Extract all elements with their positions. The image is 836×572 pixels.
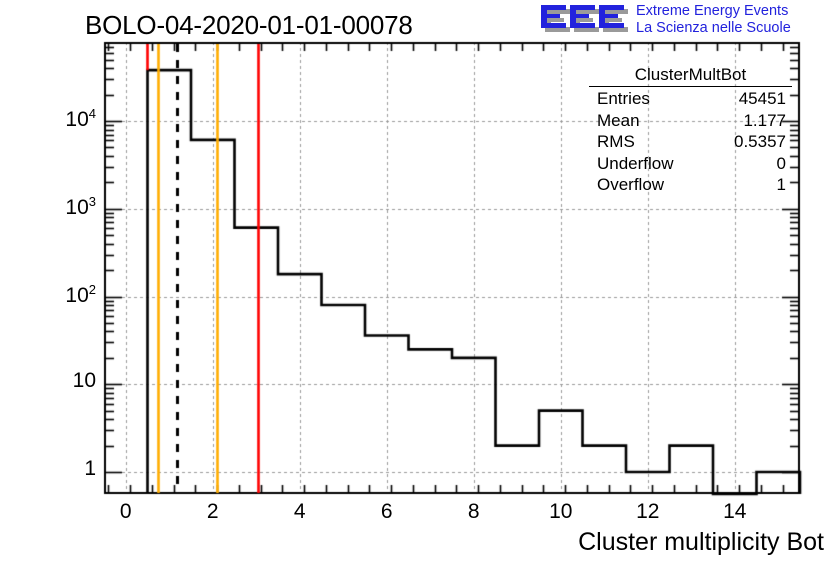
y-axis-tick-label: 1 (84, 457, 96, 480)
stats-row: Mean 1.177 (589, 110, 792, 131)
stats-row: Underflow 0 (589, 153, 792, 174)
eee-logo-line1: Extreme Energy Events (636, 3, 789, 19)
stats-value-rms: 0.5357 (734, 132, 786, 152)
eee-logo: Extreme Energy Events La Scienza nelle S… (540, 2, 832, 40)
y-axis-tick-label: 103 (65, 193, 96, 219)
y-axis-tick-label: 104 (65, 106, 96, 131)
x-axis-tick-label: 12 (636, 500, 660, 523)
stats-label-entries: Entries (597, 89, 650, 109)
x-axis-tick-label: 14 (723, 500, 747, 523)
stats-label-rms: RMS (597, 132, 635, 152)
stats-row: Overflow 1 (589, 174, 792, 195)
stats-row: Entries 45451 (589, 88, 792, 109)
x-axis-tick-label: 8 (467, 500, 480, 523)
y-axis-tick-label: 10 (72, 369, 96, 393)
stats-value-overflow: 1 (776, 175, 786, 195)
x-axis-tick-label: 0 (119, 500, 132, 523)
x-axis-tick-label: 10 (549, 500, 573, 523)
stats-value-entries: 45451 (738, 89, 786, 109)
stats-label-mean: Mean (597, 110, 640, 130)
x-axis-tick-label: 6 (380, 500, 393, 523)
stats-box-title: ClusterMultBot (589, 64, 792, 88)
stats-value-underflow: 0 (776, 153, 786, 173)
stats-label-overflow: Overflow (597, 175, 665, 195)
eee-logo-line2: La Scienza nelle Scuole (636, 20, 791, 36)
x-axis-tick-label: 4 (293, 500, 306, 523)
eee-logo-text: Extreme Energy Events La Scienza nelle S… (636, 3, 791, 37)
stats-box: ClusterMultBot Entries 45451 Mean 1.177 … (589, 64, 792, 195)
x-axis-title: Cluster multiplicity Bot (578, 528, 824, 556)
eee-logo-mark-icon (541, 5, 628, 32)
stats-row: RMS 0.5357 (589, 131, 792, 152)
y-axis-tick-label: 102 (65, 281, 96, 307)
stats-label-underflow: Underflow (597, 153, 674, 173)
page-title: BOLO-04-2020-01-01-00078 (85, 10, 413, 40)
x-axis-tick-label: 2 (206, 500, 219, 523)
stats-value-mean: 1.177 (743, 110, 786, 130)
